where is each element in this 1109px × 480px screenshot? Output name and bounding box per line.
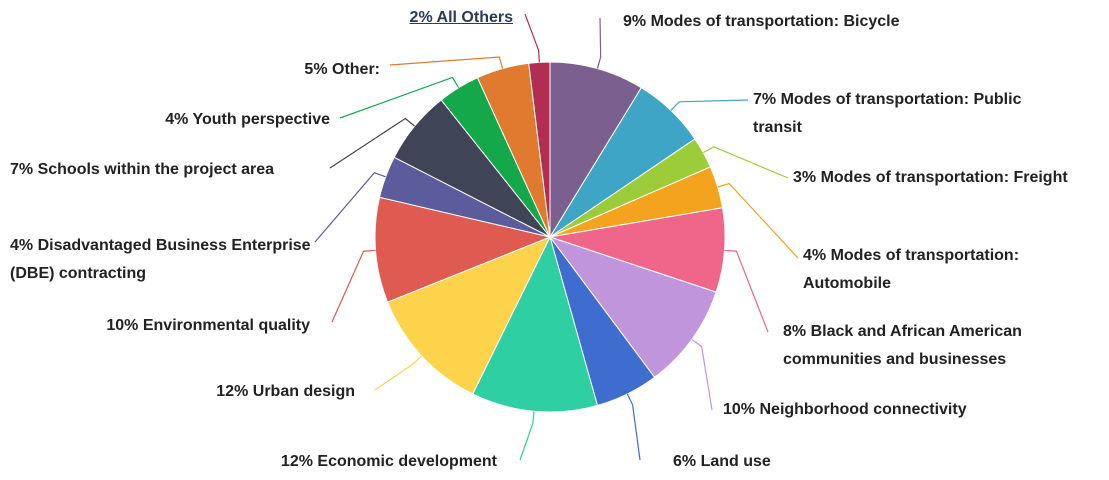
slice-label: 5% Other: <box>80 56 380 84</box>
category-label: Other: <box>332 61 380 78</box>
slice-label: 10% Environmental quality <box>0 312 310 340</box>
category-label: Schools within the project area <box>37 161 275 178</box>
leader-line <box>329 117 415 169</box>
slice-label: 7% Schools within the project area <box>10 156 320 184</box>
leader-line <box>374 355 423 391</box>
slice-label: 10% Neighborhood connectivity <box>723 396 1083 424</box>
leader-line <box>339 76 460 119</box>
slice-label: 6% Land use <box>673 448 873 476</box>
value-label: 10% <box>106 317 139 334</box>
value-label: 4% <box>803 247 827 264</box>
category-label: Black and African American communities a… <box>783 323 1022 368</box>
leader-line <box>691 338 713 411</box>
slice-label: 8% Black and African American communitie… <box>783 318 1103 374</box>
slice-label: 3% Modes of transportation: Freight <box>793 164 1093 192</box>
category-label: Neighborhood connectivity <box>759 401 967 418</box>
value-label: 6% <box>673 453 697 470</box>
leader-line <box>596 17 602 69</box>
leader-line <box>389 56 504 69</box>
slice-label: 4% Disadvantaged Business Enterprise (DB… <box>10 232 320 288</box>
leader-line <box>524 13 540 63</box>
slice-label: 12% Economic development <box>177 448 497 476</box>
pie-slice <box>386 236 552 395</box>
value-label: 12% <box>280 453 313 470</box>
pie-slice <box>374 196 552 303</box>
category-label: Environmental quality <box>142 317 310 334</box>
value-label: 10% <box>723 401 756 418</box>
value-label: 7% <box>753 91 777 108</box>
category-label: Modes of transportation: Bicycle <box>650 13 900 30</box>
value-label: 2% <box>409 9 433 26</box>
value-label: 3% <box>793 169 817 186</box>
leader-line <box>724 249 769 333</box>
category-label: Modes of transportation: Public transit <box>753 91 1022 136</box>
leader-line <box>519 411 535 461</box>
category-label: Disadvantaged Business Enterprise (DBE) … <box>10 237 311 282</box>
slice-label: 4% Youth perspective <box>0 106 330 134</box>
slice-label: 7% Modes of transportation: Public trans… <box>753 86 1053 142</box>
leader-line <box>314 172 386 243</box>
slice-label: 2% All Others <box>263 4 513 32</box>
category-label: Land use <box>700 453 771 470</box>
leader-line <box>331 249 376 323</box>
category-label: Urban design <box>252 383 355 400</box>
pie-slice <box>549 61 643 239</box>
slice-label: 12% Urban design <box>55 378 355 406</box>
leader-line <box>717 182 799 259</box>
value-label: 4% <box>10 237 34 254</box>
category-label: Youth perspective <box>192 111 330 128</box>
leader-line <box>670 99 749 111</box>
value-label: 8% <box>783 323 807 340</box>
value-label: 7% <box>10 161 34 178</box>
leader-line <box>703 146 789 179</box>
value-label: 4% <box>165 111 189 128</box>
slice-label: 9% Modes of transportation: Bicycle <box>623 8 923 36</box>
category-label: All Others <box>436 9 513 26</box>
slice-label: 4% Modes of transportation: Automobile <box>803 242 1103 298</box>
leader-line <box>626 393 641 461</box>
category-label: Modes of transportation: Automobile <box>803 247 1020 292</box>
category-label: Economic development <box>317 453 497 470</box>
category-label: Modes of transportation: Freight <box>820 169 1068 186</box>
value-label: 12% <box>216 383 249 400</box>
value-label: 5% <box>304 61 328 78</box>
value-label: 9% <box>623 13 647 30</box>
